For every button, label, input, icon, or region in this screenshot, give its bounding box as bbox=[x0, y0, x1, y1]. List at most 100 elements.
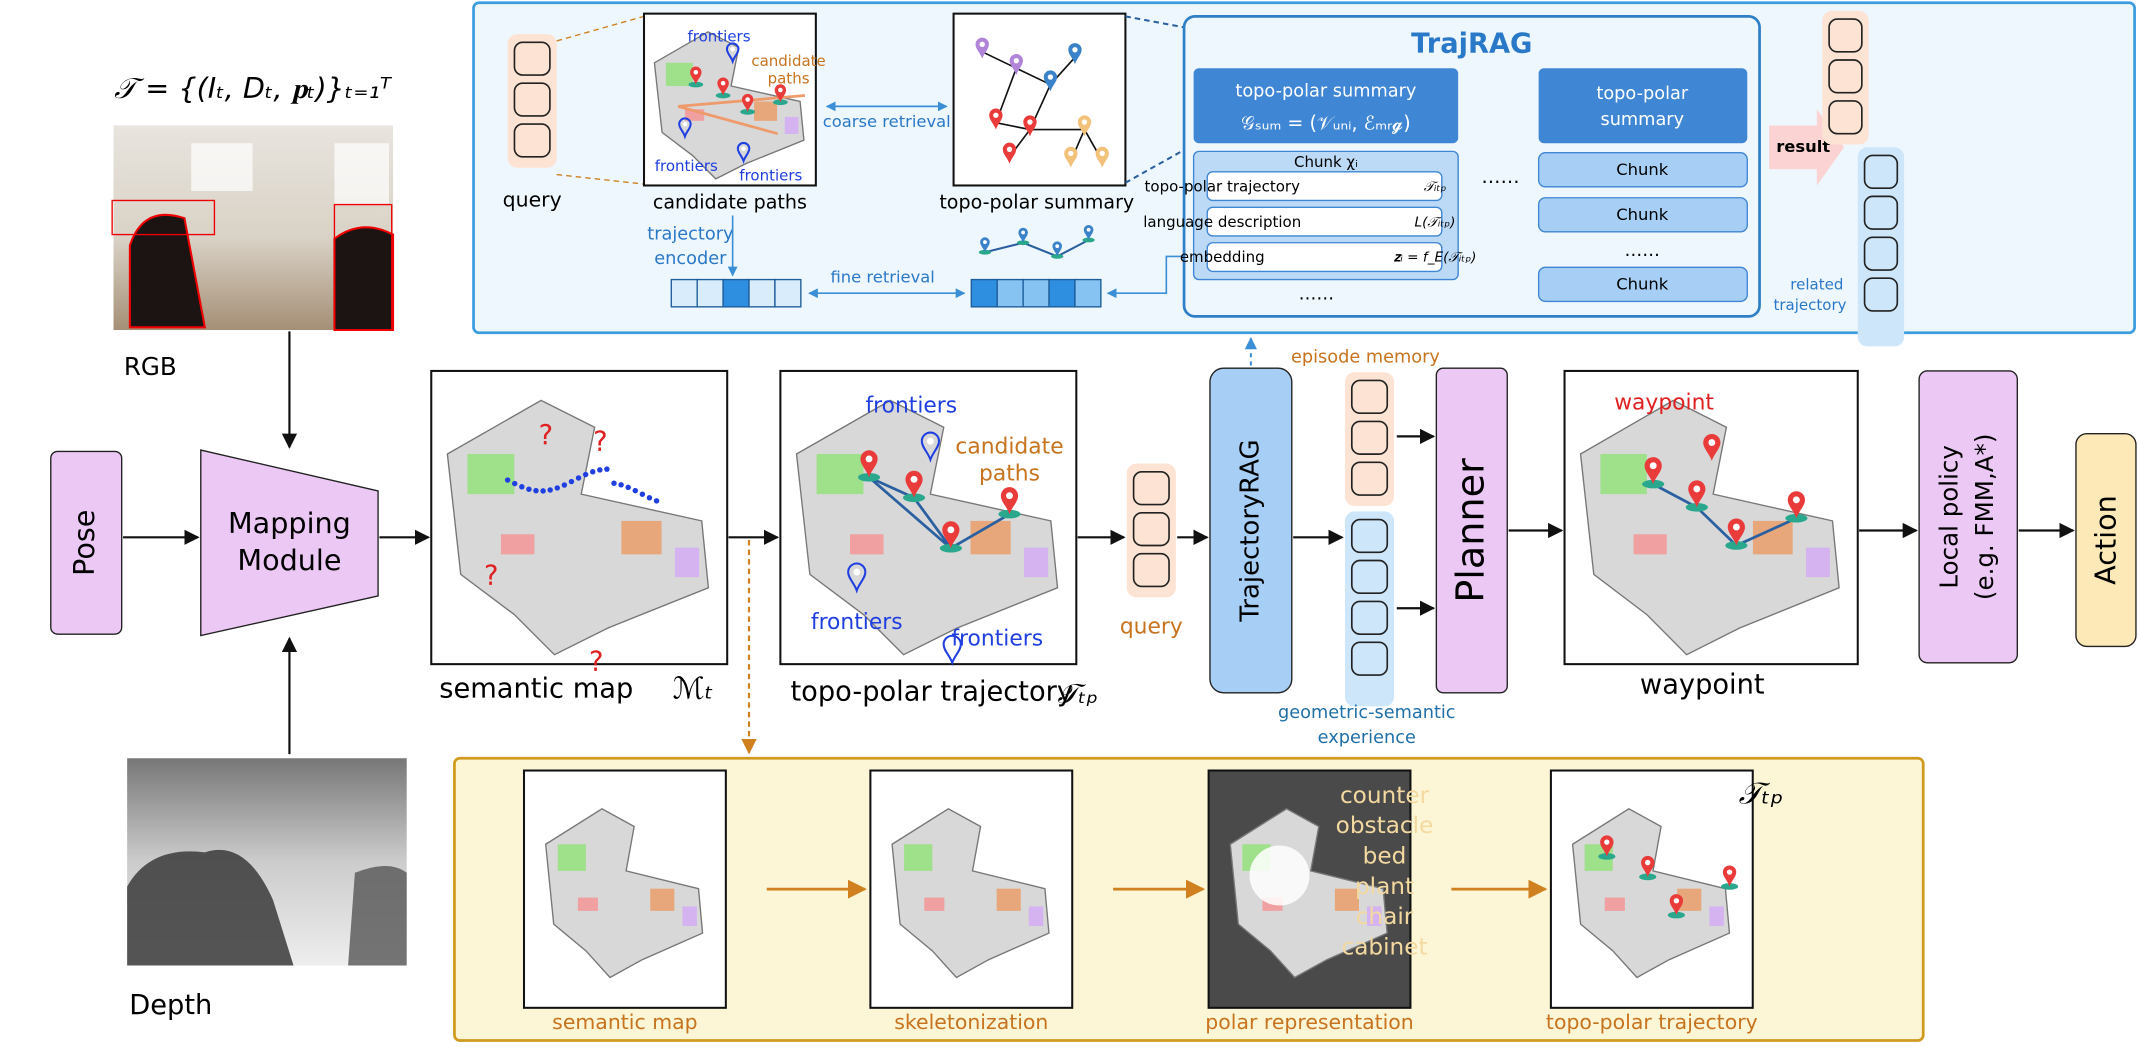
slot bbox=[1828, 100, 1863, 135]
frontier-label: frontiers bbox=[739, 166, 802, 184]
room bbox=[1334, 888, 1359, 911]
route bbox=[597, 467, 603, 473]
pin-dot bbox=[778, 87, 783, 93]
pin-dot bbox=[1693, 485, 1701, 493]
chunk-row-label: embedding bbox=[1180, 248, 1265, 266]
pin-dot bbox=[948, 640, 956, 648]
pin-dot bbox=[1021, 230, 1026, 235]
symbol: ℳₜ bbox=[673, 672, 714, 707]
chunk bbox=[1537, 266, 1748, 303]
pin bbox=[678, 117, 692, 140]
vector-cell bbox=[670, 278, 698, 308]
slot bbox=[1350, 600, 1389, 635]
pin bbox=[1600, 835, 1614, 857]
mapping-label: Module bbox=[237, 543, 341, 577]
route bbox=[604, 466, 610, 472]
slot bbox=[1132, 552, 1170, 588]
planner-box bbox=[1435, 367, 1508, 694]
waypoint-label: waypoint bbox=[1614, 391, 1714, 416]
shape bbox=[653, 31, 806, 180]
unknown: ? bbox=[484, 560, 498, 591]
rgb-label: RGB bbox=[124, 352, 177, 381]
edge bbox=[1735, 516, 1797, 547]
pin-dot bbox=[947, 526, 955, 534]
chunk-row bbox=[1206, 206, 1443, 237]
pin bbox=[1727, 518, 1745, 546]
edge bbox=[1015, 67, 1051, 86]
pin bbox=[975, 37, 989, 59]
route bbox=[618, 482, 624, 488]
shape bbox=[1126, 463, 1176, 598]
pin-dot bbox=[993, 112, 999, 118]
edge bbox=[1695, 506, 1738, 547]
pin-dot bbox=[720, 80, 726, 86]
pin-dot bbox=[1726, 869, 1733, 875]
slot bbox=[1350, 641, 1389, 676]
route bbox=[611, 480, 617, 486]
shape bbox=[670, 278, 802, 308]
shape bbox=[111, 199, 216, 236]
edge bbox=[868, 476, 952, 550]
pose-box bbox=[50, 450, 123, 635]
route bbox=[511, 480, 518, 487]
pin bbox=[920, 431, 941, 463]
pin-dot bbox=[910, 475, 918, 483]
trajectoryrag-box bbox=[1209, 367, 1293, 694]
chunk-row-formula: L(𝒯ᵢₜₚ) bbox=[1415, 214, 1456, 230]
object-label: counter bbox=[1340, 782, 1430, 809]
pin-base bbox=[939, 543, 962, 553]
slot bbox=[1828, 18, 1863, 53]
room bbox=[500, 534, 535, 555]
edge bbox=[950, 512, 1011, 550]
pin-base bbox=[688, 81, 704, 88]
candidate-label: paths bbox=[979, 462, 1040, 487]
unknown: ? bbox=[539, 420, 553, 451]
pin bbox=[1077, 115, 1092, 137]
pin-base bbox=[1598, 853, 1616, 860]
summary-box bbox=[1538, 68, 1748, 144]
query-label: query bbox=[503, 187, 562, 211]
unknown: ? bbox=[593, 427, 607, 458]
pin-dot bbox=[1027, 119, 1033, 125]
slot bbox=[1828, 59, 1863, 94]
mapping-module bbox=[200, 449, 379, 637]
object-label: plant bbox=[1355, 873, 1414, 900]
vector-cell bbox=[722, 278, 750, 308]
room bbox=[1600, 453, 1647, 495]
query-label: query bbox=[1120, 614, 1183, 639]
vector-cell bbox=[1074, 278, 1102, 308]
pin bbox=[1688, 480, 1706, 508]
chunk-label: Chunk bbox=[1616, 205, 1669, 224]
route bbox=[547, 487, 553, 493]
pin-dot bbox=[1604, 839, 1610, 845]
episode-memory: episode memory bbox=[1291, 347, 1440, 367]
pin-dot bbox=[926, 437, 934, 445]
room bbox=[674, 547, 700, 578]
pin-dot bbox=[1047, 74, 1054, 80]
shape bbox=[333, 226, 395, 332]
pin bbox=[1641, 855, 1655, 877]
step-caption: skeletonization bbox=[894, 1010, 1048, 1034]
pin bbox=[847, 562, 867, 594]
pin bbox=[1043, 70, 1058, 92]
slot bbox=[513, 123, 551, 158]
ellipsis: …… bbox=[1625, 241, 1660, 261]
pin-dot bbox=[1068, 150, 1074, 157]
shape bbox=[1125, 15, 1185, 29]
unknown: ? bbox=[589, 646, 603, 677]
pin-dot bbox=[745, 97, 750, 102]
pin bbox=[690, 66, 702, 85]
route bbox=[575, 475, 582, 481]
symbol: 𝒯ₜₚ bbox=[1739, 777, 1784, 812]
pin bbox=[1787, 491, 1805, 519]
route bbox=[540, 488, 546, 494]
pin-base bbox=[998, 509, 1021, 519]
pin-base bbox=[1016, 240, 1030, 246]
pin bbox=[1068, 43, 1082, 65]
caption: topo-polar trajectory bbox=[790, 676, 1073, 707]
encoder-label: trajectory bbox=[647, 225, 733, 245]
pin-base bbox=[1051, 253, 1064, 259]
room bbox=[577, 897, 598, 911]
shape bbox=[334, 143, 389, 205]
